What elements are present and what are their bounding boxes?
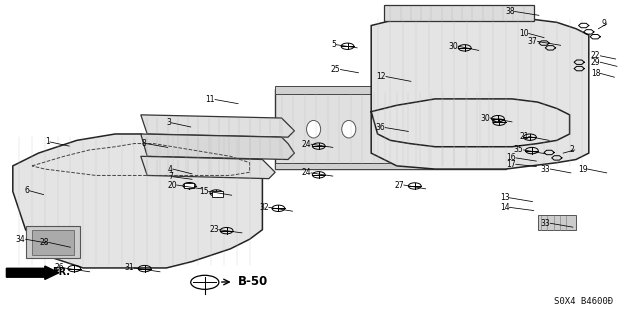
Bar [275, 163, 506, 169]
Text: 33: 33 [541, 165, 550, 174]
Polygon shape [371, 16, 589, 169]
Text: 5: 5 [331, 40, 336, 49]
Text: 14: 14 [500, 203, 509, 212]
Text: 29: 29 [591, 58, 600, 67]
Text: 4: 4 [168, 165, 173, 174]
Text: FR.: FR. [52, 267, 70, 277]
Text: 36: 36 [376, 123, 385, 132]
Ellipse shape [342, 121, 356, 138]
Text: 19: 19 [578, 165, 588, 174]
Ellipse shape [377, 121, 391, 138]
Bar [32, 230, 74, 255]
FancyArrow shape [6, 266, 59, 279]
Text: S0X4 B4600Ð: S0X4 B4600Ð [554, 297, 612, 306]
Text: 16: 16 [506, 153, 516, 162]
Text: 9: 9 [602, 19, 607, 28]
Text: 37: 37 [528, 37, 538, 46]
Text: 2: 2 [570, 145, 575, 154]
Bar [26, 226, 80, 258]
Text: 34: 34 [16, 235, 26, 244]
Text: 22: 22 [591, 51, 600, 60]
Bar [275, 86, 506, 94]
Text: 31: 31 [125, 263, 134, 272]
Text: 11: 11 [205, 95, 215, 104]
Text: 24: 24 [301, 168, 311, 177]
Text: 8: 8 [141, 139, 146, 148]
Text: 12: 12 [376, 72, 386, 81]
Ellipse shape [412, 121, 426, 138]
Text: 25: 25 [331, 65, 340, 74]
Text: 10: 10 [519, 29, 529, 38]
Bar [212, 191, 223, 197]
Text: 21: 21 [519, 132, 529, 141]
Polygon shape [141, 156, 275, 179]
Text: 23: 23 [209, 225, 219, 234]
Text: 3: 3 [166, 118, 172, 127]
Bar [184, 183, 194, 188]
Text: 13: 13 [500, 193, 509, 202]
Circle shape [191, 275, 219, 289]
Text: 1: 1 [45, 137, 50, 146]
Text: 28: 28 [39, 238, 49, 247]
Polygon shape [141, 115, 294, 137]
Text: B-50: B-50 [238, 275, 268, 288]
Text: 35: 35 [514, 145, 524, 154]
Ellipse shape [307, 121, 321, 138]
Polygon shape [141, 134, 294, 160]
Ellipse shape [483, 121, 497, 138]
Bar [384, 5, 534, 21]
Text: 30: 30 [481, 114, 490, 122]
Text: 33: 33 [541, 219, 550, 228]
Text: 18: 18 [591, 69, 600, 78]
Text: 27: 27 [394, 181, 404, 189]
Text: 17: 17 [506, 160, 516, 169]
Text: 7: 7 [168, 172, 173, 181]
Text: 20: 20 [167, 181, 177, 189]
Text: 32: 32 [259, 203, 269, 212]
Text: 30: 30 [449, 42, 458, 51]
Text: 6: 6 [24, 186, 29, 195]
Text: 26: 26 [54, 263, 64, 272]
Text: 24: 24 [301, 140, 311, 149]
Polygon shape [13, 134, 262, 268]
Ellipse shape [447, 121, 461, 138]
Text: 15: 15 [199, 187, 209, 196]
Polygon shape [275, 89, 506, 169]
Bar [538, 215, 576, 230]
Text: 38: 38 [505, 7, 515, 16]
